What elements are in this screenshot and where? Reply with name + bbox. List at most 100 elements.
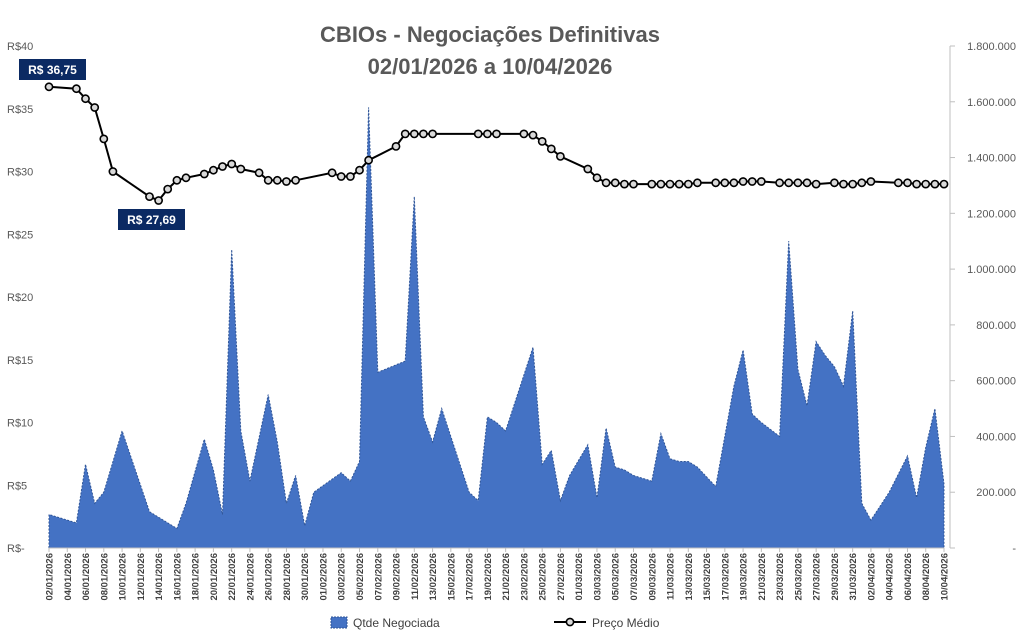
x-tick-label: 15/02/2026 xyxy=(446,553,457,601)
price-point xyxy=(921,179,931,189)
x-tick-label: 27/02/2026 xyxy=(556,553,567,601)
legend-swatch-qtde xyxy=(330,616,348,629)
price-point xyxy=(236,164,246,174)
x-tick-label: 06/04/2026 xyxy=(903,553,914,601)
price-point xyxy=(756,177,766,186)
x-tick-label: 23/02/2026 xyxy=(519,553,530,601)
price-point xyxy=(665,179,675,189)
price-callout-label: R$ 27,69 xyxy=(127,213,176,227)
price-point xyxy=(830,178,839,188)
x-tick-label: 01/03/2026 xyxy=(574,553,585,601)
x-tick-label: 17/02/2026 xyxy=(465,553,476,601)
price-point xyxy=(44,82,54,92)
price-point xyxy=(172,175,182,185)
price-point xyxy=(784,178,794,188)
price-point xyxy=(711,178,721,188)
x-tick-label: 20/01/2026 xyxy=(209,553,220,601)
price-callout-label: R$ 36,75 xyxy=(28,63,77,77)
x-tick-label: 13/02/2026 xyxy=(428,553,439,601)
y-right-tick-label: 1.400.000 xyxy=(967,153,1016,165)
price-point xyxy=(281,177,291,186)
price-point xyxy=(601,178,611,188)
x-tick-label: 04/04/2026 xyxy=(885,553,896,601)
price-point xyxy=(145,192,154,201)
x-tick-label: 30/01/2026 xyxy=(300,553,311,601)
x-tick-label: 25/02/2026 xyxy=(538,553,549,601)
price-point xyxy=(428,129,437,139)
price-point xyxy=(199,169,209,179)
price-point xyxy=(893,178,903,188)
price-point xyxy=(227,159,237,169)
price-point xyxy=(738,177,748,186)
price-point xyxy=(409,129,419,139)
price-point xyxy=(90,103,100,112)
price-point xyxy=(355,165,364,175)
x-tick-label: 05/02/2026 xyxy=(355,553,366,601)
y-right-tick-label: 800.000 xyxy=(976,320,1016,332)
y-left-tick-label: R$25 xyxy=(7,229,33,241)
x-tick-label: 11/03/2026 xyxy=(666,553,677,600)
price-point xyxy=(620,179,629,189)
price-point xyxy=(930,179,940,189)
price-point xyxy=(546,144,556,154)
price-point xyxy=(473,129,483,139)
price-point xyxy=(857,178,867,188)
legend-label-qtde: Qtde Negociada xyxy=(353,616,440,630)
price-point xyxy=(848,179,858,189)
y-right-tick-label: 1.600.000 xyxy=(967,97,1016,109)
x-tick-label: 09/02/2026 xyxy=(392,553,403,601)
annotation-layer: R$ 36,75 R$ 27,69 xyxy=(19,59,185,230)
x-tick-label: 14/01/2026 xyxy=(154,553,165,601)
price-point xyxy=(345,172,355,181)
x-tick-label: 06/01/2026 xyxy=(81,553,92,601)
price-point xyxy=(592,173,602,183)
price-point xyxy=(99,134,109,144)
price-point xyxy=(291,175,300,185)
price-point xyxy=(537,136,547,146)
x-tick-label: 16/01/2026 xyxy=(172,553,183,601)
y-left-tick-label: R$10 xyxy=(7,418,33,430)
price-point xyxy=(693,178,702,188)
x-tick-label: 31/03/2026 xyxy=(848,553,859,601)
price-point xyxy=(492,129,501,139)
price-point xyxy=(903,178,912,188)
x-tick-label: 17/03/2026 xyxy=(720,553,731,601)
x-tick-label: 08/04/2026 xyxy=(921,553,932,601)
price-point xyxy=(81,94,90,104)
price-point xyxy=(775,178,784,188)
x-tick-label: 03/02/2026 xyxy=(337,553,348,601)
y-right-tick-label: 600.000 xyxy=(976,376,1016,388)
y-left-tick-label: R$15 xyxy=(7,355,33,367)
price-point xyxy=(839,179,848,189)
area-series-qtde-negociada xyxy=(48,107,945,549)
price-point xyxy=(556,151,565,161)
x-tick-label: 05/03/2026 xyxy=(611,553,622,601)
price-point xyxy=(912,179,921,189)
x-tick-label: 10/04/2026 xyxy=(940,553,951,601)
price-point xyxy=(336,172,346,181)
x-tick-label: 10/01/2026 xyxy=(118,553,129,601)
x-tick-label: 12/01/2026 xyxy=(136,553,147,601)
price-point xyxy=(163,184,173,194)
price-point xyxy=(802,178,812,188)
area-series-layer xyxy=(48,107,945,549)
x-tick-label: 19/03/2026 xyxy=(739,553,750,601)
x-tick-label: 03/03/2026 xyxy=(593,553,604,601)
x-tick-label: 04/01/2026 xyxy=(63,553,74,601)
x-tick-label: 21/03/2026 xyxy=(757,553,768,601)
price-point xyxy=(793,178,803,188)
legend-label-preco: Preço Médio xyxy=(592,616,660,630)
price-point xyxy=(482,129,492,139)
x-tick-label: 11/02/2026 xyxy=(410,553,421,600)
x-tick-label: 28/01/2026 xyxy=(282,553,293,601)
price-point xyxy=(400,129,410,139)
price-point xyxy=(181,173,191,183)
price-point xyxy=(364,155,373,165)
axes-layer: R$- R$5 R$10 R$15 R$20 R$25 R$30 R$35 R$40 - 200.0… xyxy=(7,41,1016,601)
y-left-tick-label: R$20 xyxy=(7,292,33,304)
price-point xyxy=(108,167,118,176)
price-point xyxy=(866,177,876,186)
x-tick-label: 21/02/2026 xyxy=(501,553,512,601)
